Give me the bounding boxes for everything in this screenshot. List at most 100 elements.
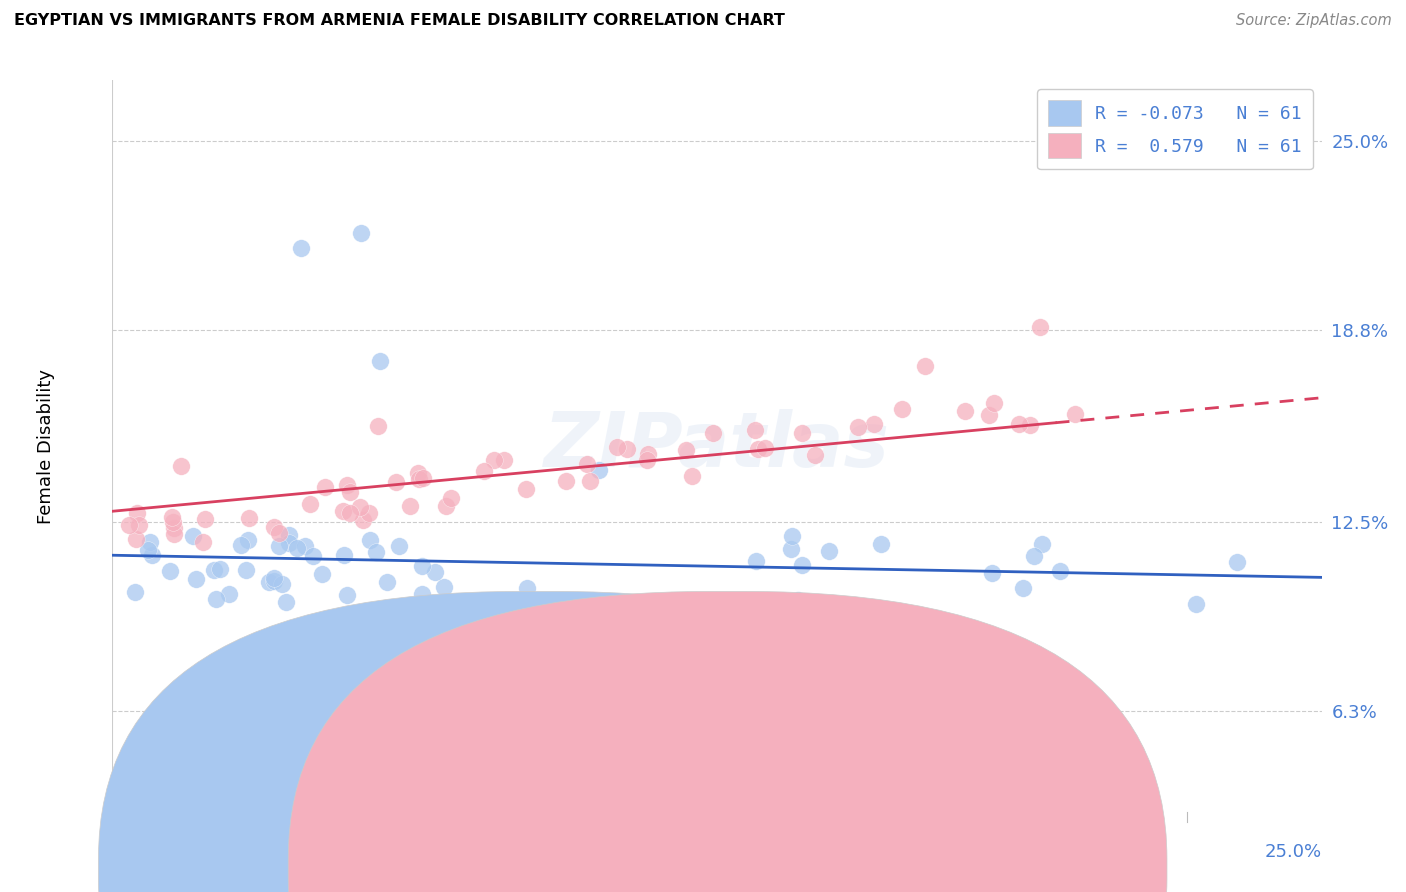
Point bbox=[205, 592, 228, 607]
Point bbox=[1008, 417, 1031, 431]
Point bbox=[290, 241, 312, 255]
Point bbox=[408, 472, 430, 486]
Point bbox=[332, 503, 354, 517]
Point bbox=[231, 538, 253, 552]
Point bbox=[128, 518, 150, 533]
Point bbox=[1012, 581, 1035, 595]
Point bbox=[339, 484, 361, 499]
Point bbox=[702, 426, 724, 441]
Point bbox=[124, 585, 146, 599]
Point bbox=[311, 567, 333, 582]
Point bbox=[418, 768, 440, 782]
Point bbox=[159, 564, 181, 578]
Point bbox=[787, 593, 810, 607]
Point bbox=[368, 353, 391, 368]
Point bbox=[385, 475, 408, 489]
Point bbox=[747, 442, 769, 456]
Point bbox=[194, 512, 217, 526]
Point bbox=[681, 468, 703, 483]
Text: EGYPTIAN VS IMMIGRANTS FROM ARMENIA FEMALE DISABILITY CORRELATION CHART: EGYPTIAN VS IMMIGRANTS FROM ARMENIA FEMA… bbox=[14, 13, 785, 29]
Point bbox=[125, 533, 148, 547]
Point bbox=[953, 404, 976, 418]
Point bbox=[162, 515, 184, 529]
Point bbox=[962, 749, 984, 764]
Point bbox=[183, 529, 205, 543]
Point bbox=[294, 539, 316, 553]
Point bbox=[1226, 556, 1249, 570]
Point bbox=[1028, 320, 1050, 334]
Point bbox=[675, 442, 697, 457]
Point bbox=[357, 506, 380, 520]
Point bbox=[170, 458, 193, 473]
Point bbox=[163, 521, 186, 535]
Point bbox=[1031, 537, 1053, 551]
Point bbox=[314, 480, 336, 494]
Point bbox=[516, 581, 538, 595]
Point bbox=[890, 402, 912, 417]
Point bbox=[186, 572, 208, 586]
Text: Immigrants from Armenia: Immigrants from Armenia bbox=[752, 860, 984, 878]
Point bbox=[278, 528, 301, 542]
Point bbox=[257, 574, 280, 589]
Point bbox=[744, 423, 766, 437]
Point bbox=[616, 442, 638, 457]
Point bbox=[239, 676, 262, 690]
Point bbox=[336, 477, 359, 491]
Point bbox=[209, 562, 232, 576]
Point bbox=[377, 574, 399, 589]
Point bbox=[817, 544, 839, 558]
Point bbox=[202, 563, 225, 577]
Point bbox=[235, 563, 257, 577]
Point bbox=[301, 549, 323, 564]
Point bbox=[744, 553, 766, 567]
Point bbox=[190, 729, 212, 743]
Point bbox=[352, 513, 374, 527]
Point bbox=[218, 587, 240, 601]
Point bbox=[299, 498, 322, 512]
Point bbox=[754, 441, 776, 455]
Point bbox=[588, 463, 610, 477]
Point bbox=[270, 577, 292, 591]
Point bbox=[274, 594, 297, 608]
Point bbox=[636, 453, 658, 467]
Point bbox=[349, 500, 371, 515]
Point bbox=[637, 447, 659, 461]
Point bbox=[472, 464, 495, 478]
Point bbox=[412, 471, 434, 485]
Point bbox=[398, 500, 420, 514]
Text: Female Disability: Female Disability bbox=[37, 368, 55, 524]
Point bbox=[983, 396, 1005, 410]
Point bbox=[359, 533, 381, 547]
Point bbox=[263, 520, 285, 534]
Text: 25.0%: 25.0% bbox=[1264, 843, 1322, 861]
Point bbox=[278, 536, 301, 550]
Point bbox=[141, 548, 163, 562]
Point bbox=[434, 499, 457, 513]
Point bbox=[492, 452, 515, 467]
Point bbox=[411, 559, 433, 574]
Point bbox=[408, 466, 430, 480]
Point bbox=[555, 474, 578, 488]
Point bbox=[364, 545, 387, 559]
Point bbox=[863, 417, 886, 432]
Point bbox=[433, 580, 456, 594]
Point bbox=[606, 440, 628, 454]
Point bbox=[1019, 417, 1042, 432]
Point bbox=[515, 482, 537, 496]
Point bbox=[1049, 564, 1071, 578]
Point bbox=[980, 566, 1002, 581]
Point bbox=[870, 719, 893, 733]
Point bbox=[162, 527, 184, 541]
Point bbox=[333, 548, 356, 562]
Point bbox=[339, 506, 361, 520]
Point bbox=[780, 528, 803, 542]
Point bbox=[804, 448, 827, 462]
Point bbox=[191, 535, 214, 549]
Point bbox=[162, 510, 184, 524]
Point bbox=[367, 419, 389, 434]
Text: Source: ZipAtlas.com: Source: ZipAtlas.com bbox=[1236, 13, 1392, 29]
Point bbox=[267, 539, 290, 553]
Point bbox=[441, 689, 464, 703]
Text: Egyptians: Egyptians bbox=[562, 860, 651, 878]
Point bbox=[1185, 597, 1208, 611]
